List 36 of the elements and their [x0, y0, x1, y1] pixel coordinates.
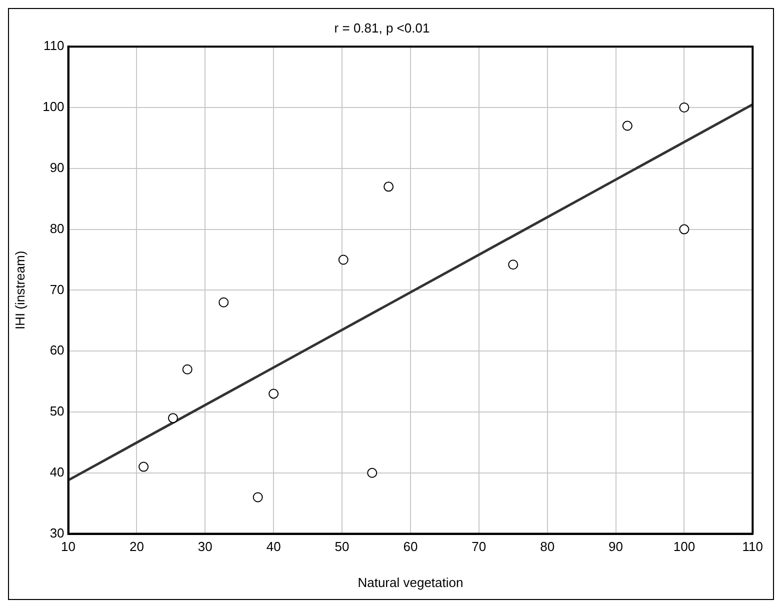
point [622, 120, 632, 131]
point [679, 102, 690, 112]
point [268, 388, 279, 399]
x-tick-label: 40 [266, 539, 281, 554]
point [168, 413, 178, 424]
point [679, 224, 690, 234]
point [367, 468, 378, 478]
x-tick-label: 80 [540, 539, 555, 554]
x-tick-label: 20 [129, 539, 144, 554]
x-axis-title: Natural vegetation [358, 574, 464, 590]
y-tick-label: 40 [50, 464, 64, 480]
y-axis-title: IHI (instream) [12, 250, 28, 330]
point [508, 260, 518, 270]
y-tick-label: 50 [50, 404, 64, 419]
x-tick-label: 30 [198, 539, 212, 554]
x-tick-label: 50 [334, 539, 350, 554]
x-tick-label: 110 [742, 539, 764, 554]
y-tick-label: 90 [50, 160, 64, 175]
x-tick-label: 70 [472, 539, 486, 554]
x-tick-label: 10 [61, 539, 76, 554]
point [384, 182, 394, 192]
y-tick-label: 80 [50, 220, 64, 236]
point [218, 297, 229, 308]
y-tick-label: 60 [50, 342, 64, 358]
y-tick-label: 100 [42, 99, 64, 114]
point [338, 254, 348, 265]
point [252, 492, 263, 502]
chart-title: r = 0.81, p <0.01 [334, 20, 430, 36]
x-tick-label: 100 [673, 539, 696, 554]
y-tick-label: 110 [44, 38, 64, 54]
y-tick-label: 70 [50, 282, 64, 297]
point [182, 364, 192, 374]
point [138, 462, 149, 472]
x-tick-label: 90 [608, 539, 623, 554]
y-tick-label: 30 [50, 525, 64, 540]
x-tick-label: 60 [403, 539, 418, 554]
